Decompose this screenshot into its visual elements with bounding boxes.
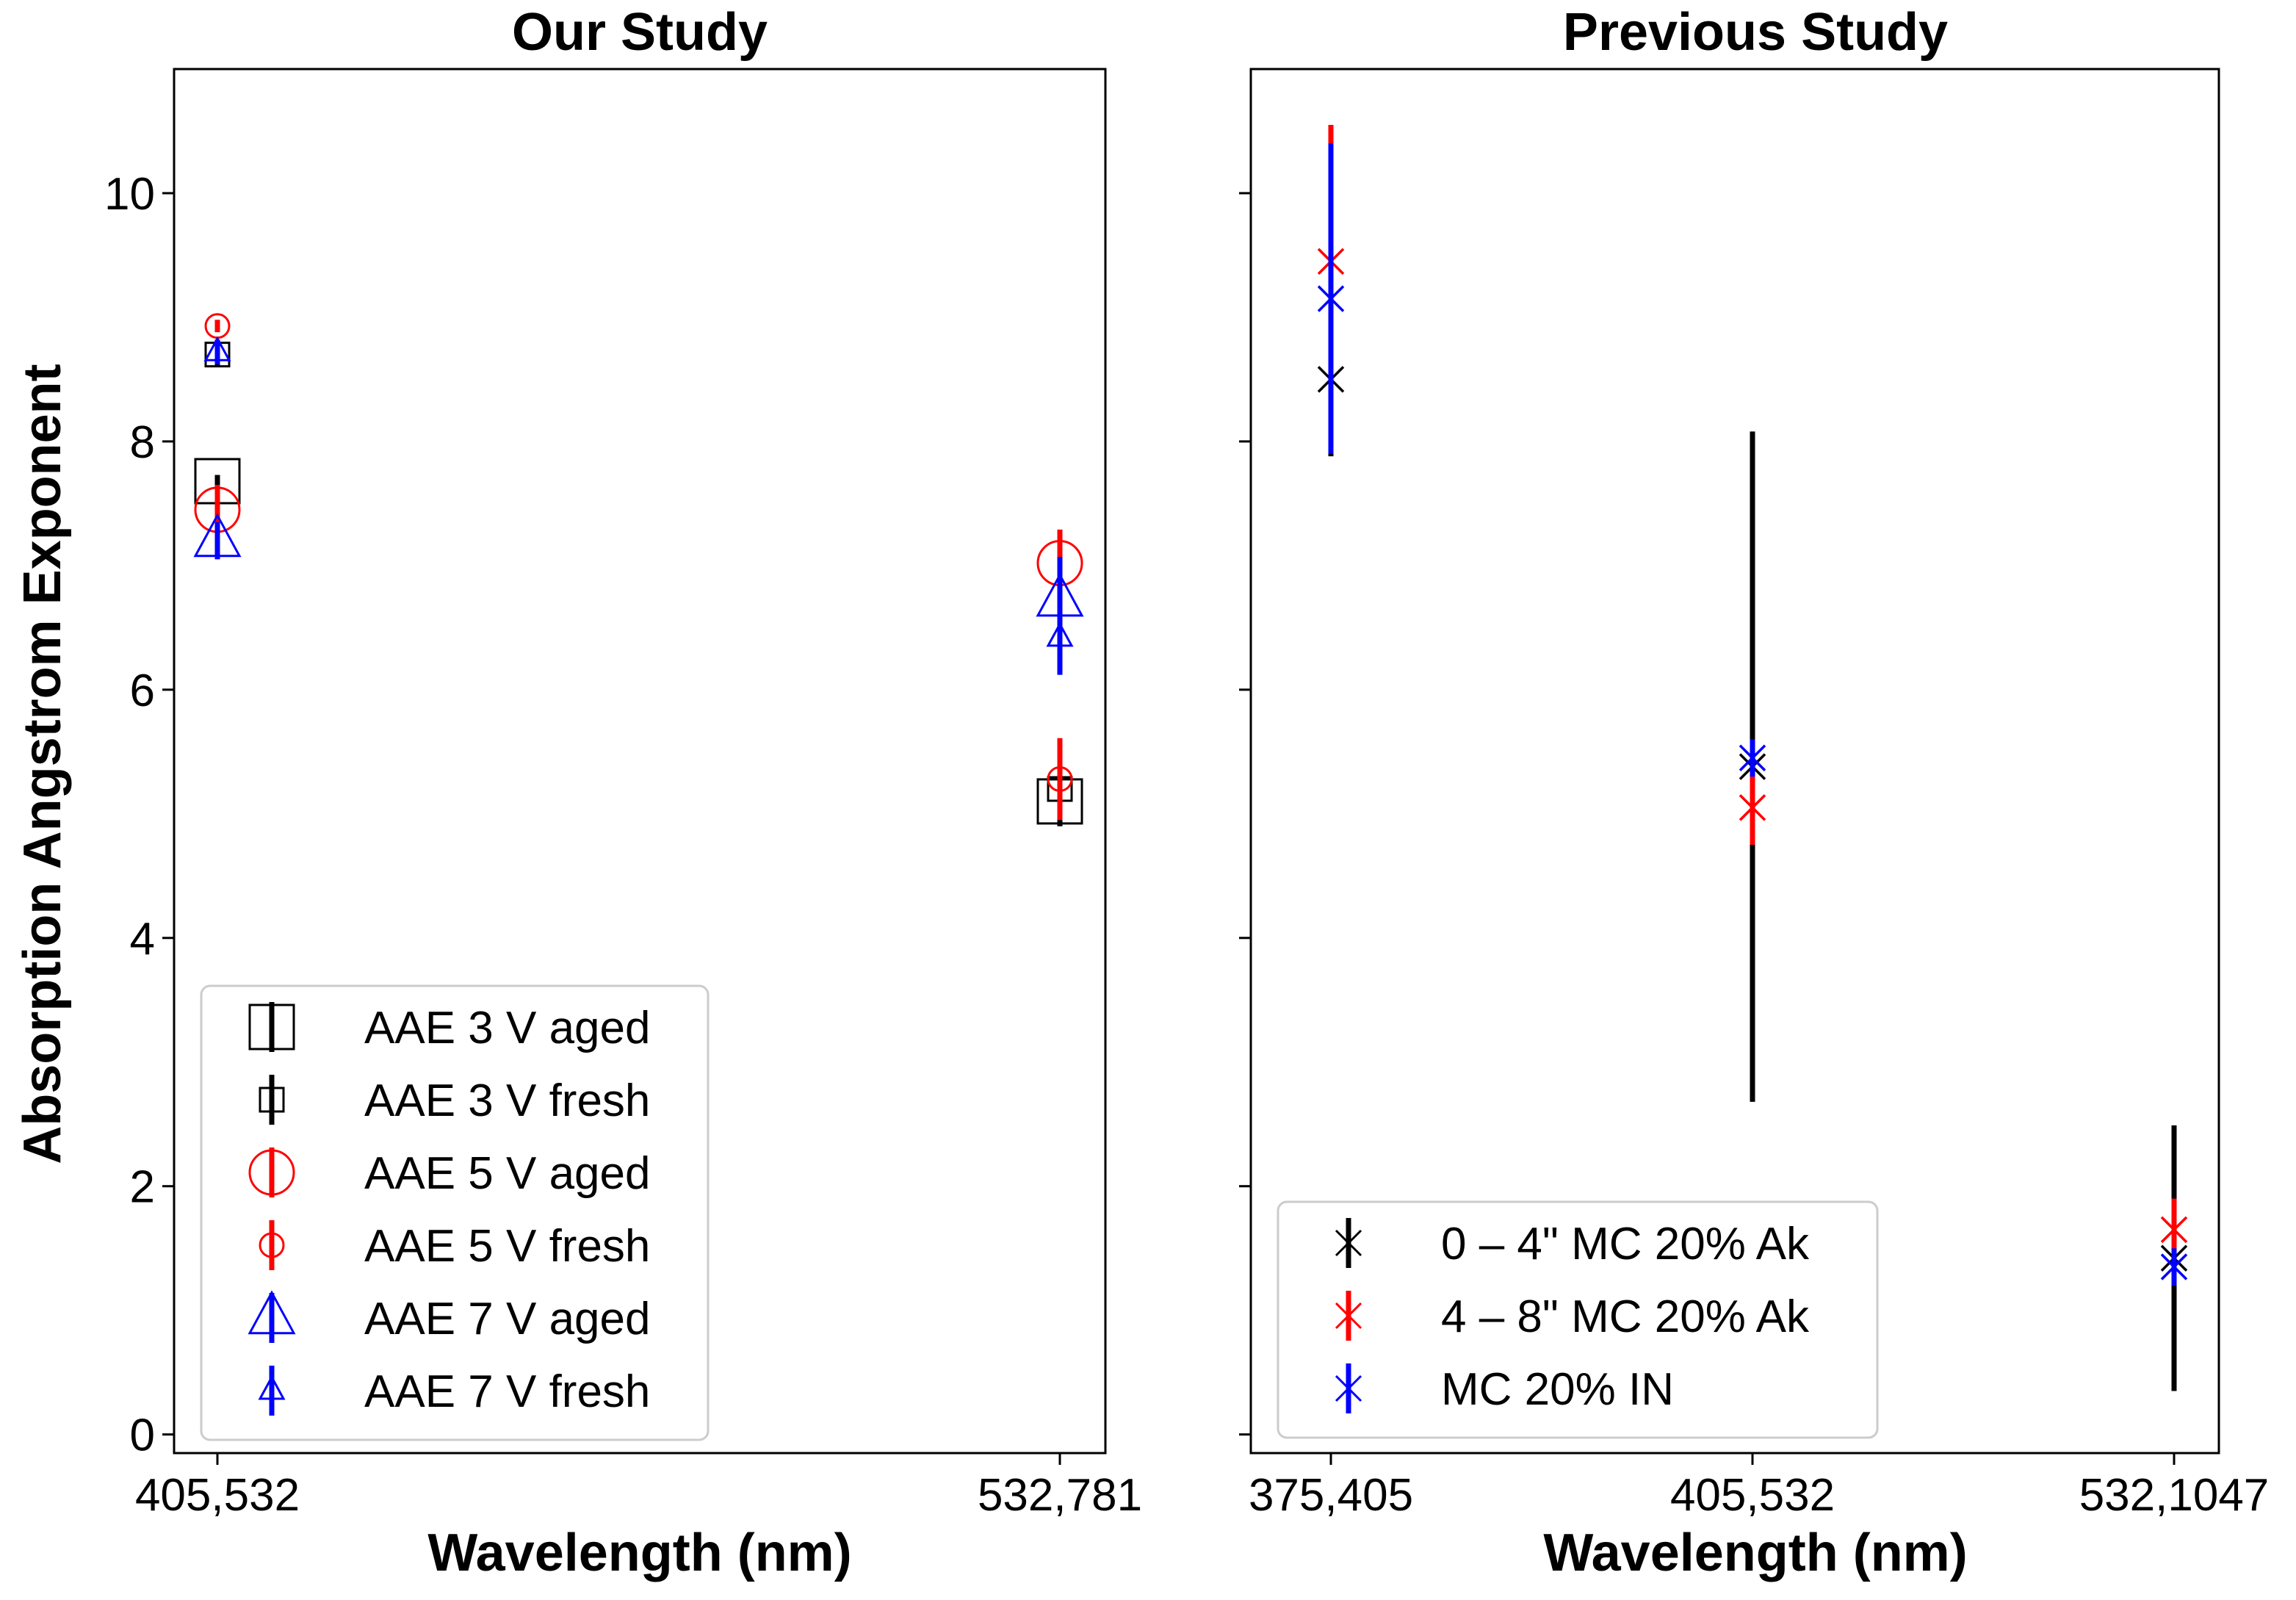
legend-label: AAE 3 V aged bbox=[364, 1003, 651, 1053]
x-axis-label: Wavelength (nm) bbox=[427, 1524, 851, 1582]
legend-label: 4 – 8" MC 20% Ak bbox=[1441, 1291, 1810, 1342]
legend-marker bbox=[248, 1003, 295, 1051]
panel-previous-study: Previous Study Wavelength (nm) 375,405 40… bbox=[1239, 3, 2269, 1582]
data-point bbox=[1047, 766, 1073, 793]
axis-ticks: 375,405 405,532 532,1047 bbox=[1239, 192, 2270, 1521]
legend-box bbox=[200, 984, 710, 1441]
y-tick-label: 0 bbox=[130, 1410, 155, 1461]
x-tick-label: 405,532 bbox=[135, 1470, 300, 1521]
legend-label: AAE 3 V fresh bbox=[364, 1075, 650, 1126]
legend-marker bbox=[1335, 1229, 1362, 1257]
data-point bbox=[203, 336, 231, 361]
data-point bbox=[1739, 744, 1766, 772]
x-tick-label: 532,1047 bbox=[2079, 1470, 2270, 1521]
legend-marker bbox=[258, 1374, 286, 1400]
panel-our-study: Our Study Absorption Angstrom Exponent W… bbox=[13, 3, 1142, 1582]
chart-title: Our Study bbox=[512, 3, 768, 62]
data-point bbox=[1046, 621, 1074, 647]
axis-ticks: 0 2 4 6 8 10 405,532 532,781 bbox=[104, 169, 1142, 1521]
legend-label: MC 20% IN bbox=[1441, 1364, 1674, 1415]
data-point bbox=[2160, 1216, 2188, 1244]
data-marks bbox=[1317, 125, 2188, 1391]
data-point bbox=[1739, 794, 1766, 821]
legend-label: 0 – 4" MC 20% Ak bbox=[1441, 1219, 1810, 1269]
y-tick-label: 10 bbox=[104, 169, 155, 220]
y-tick-label: 4 bbox=[130, 914, 155, 965]
legend-marker bbox=[259, 1232, 285, 1258]
plot-frame bbox=[1249, 68, 2220, 1455]
x-tick-label: 405,532 bbox=[1670, 1470, 1835, 1521]
x-tick-label: 375,405 bbox=[1249, 1470, 1413, 1521]
legend-marker bbox=[248, 1290, 296, 1335]
legend-label: AAE 7 V fresh bbox=[364, 1366, 650, 1417]
y-tick-label: 2 bbox=[130, 1162, 155, 1213]
legend-label: AAE 7 V aged bbox=[364, 1294, 651, 1344]
legend-marker bbox=[1335, 1302, 1362, 1330]
x-axis-label: Wavelength (nm) bbox=[1543, 1524, 1967, 1582]
legend-box bbox=[1277, 1200, 1879, 1439]
data-point bbox=[1317, 285, 1345, 312]
data-point bbox=[2160, 1253, 2188, 1280]
legend-marker bbox=[1335, 1374, 1362, 1402]
legend-label: AAE 5 V aged bbox=[364, 1148, 651, 1199]
data-point bbox=[193, 513, 242, 558]
y-tick-label: 6 bbox=[130, 666, 155, 716]
x-tick-label: 532,781 bbox=[978, 1470, 1142, 1521]
legend: AAE 3 V aged AAE 3 V fresh AAE 5 V aged AAE… bbox=[200, 984, 710, 1441]
y-axis-label: Absorption Angstrom Exponent bbox=[13, 364, 72, 1164]
legend-marker bbox=[248, 1149, 295, 1196]
legend: 0 – 4" MC 20% Ak 4 – 8" MC 20% Ak MC 20% I… bbox=[1277, 1200, 1879, 1439]
chart-title: Previous Study bbox=[1563, 3, 1948, 62]
data-marks bbox=[193, 313, 1084, 826]
legend-marker bbox=[259, 1087, 285, 1113]
y-tick-label: 8 bbox=[130, 417, 155, 468]
plot-frame bbox=[173, 68, 1107, 1455]
legend-label: AAE 5 V fresh bbox=[364, 1221, 650, 1272]
